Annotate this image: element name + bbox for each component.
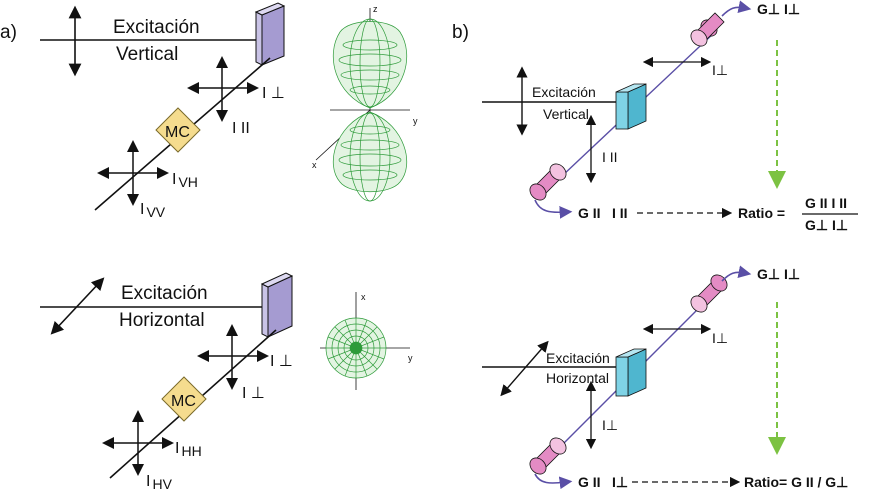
- emission-perp-label-2: I ⊥: [242, 385, 265, 402]
- bottom-detector-i: I⊥: [612, 474, 628, 490]
- sample-cuvette: [615, 83, 647, 130]
- bottom-detector-g: G II: [578, 205, 601, 221]
- panel-a-vertical: Excitación Vertical I ⊥ I II MC I VH I VV: [40, 2, 286, 220]
- x-axis-label: x: [361, 292, 366, 302]
- panel-b-horizontal: Excitación Horizontal G⊥ I⊥ I⊥ I⊥ G II I…: [482, 265, 848, 490]
- mc-label: MC: [165, 124, 190, 141]
- emission-par-label: I II: [232, 120, 250, 137]
- sample-cuvette: [260, 272, 294, 338]
- y-axis-label: y: [408, 353, 413, 363]
- polarization-label: Vertical: [116, 44, 178, 65]
- z-axis-label: z: [373, 4, 378, 14]
- polarization-label: Horizontal: [119, 310, 205, 331]
- bottom-detector-signal: [534, 199, 573, 219]
- panel-b-vertical: Excitación Vertical G⊥ I⊥ I⊥ I II G II: [482, 0, 858, 233]
- bottom-detector-signal: [534, 473, 573, 490]
- dipole-emission-pattern: z y x: [312, 4, 418, 202]
- panel-b-letter: b): [452, 22, 469, 43]
- x-axis-label: x: [312, 160, 317, 170]
- isotropic-emission-pattern: x y: [320, 292, 413, 390]
- detect-hh-label: I HH: [175, 440, 202, 459]
- emission-perp-label-1: I ⊥: [270, 353, 293, 370]
- detect-hv-label: I HV: [146, 473, 173, 492]
- excitation-label: Excitación: [546, 350, 610, 366]
- monochromator: MC: [161, 376, 207, 422]
- ratio-label: Ratio =: [738, 205, 785, 221]
- mc-label: MC: [171, 393, 196, 410]
- detector-bottom: [529, 163, 567, 201]
- excitation-label: Excitación: [532, 84, 596, 100]
- top-detector-signal: [721, 0, 752, 17]
- emission-perp-label: I ⊥: [262, 85, 285, 102]
- detector-bottom: [529, 437, 567, 475]
- excitation-label: Excitación: [113, 17, 200, 38]
- polarization-label: Horizontal: [546, 370, 609, 386]
- detector-top: [690, 274, 728, 313]
- polarization-label: Vertical: [543, 106, 589, 122]
- bottom-detector-g: G II: [578, 474, 601, 490]
- excitation-label: Excitación: [121, 283, 208, 304]
- ratio-label: Ratio= G II / G⊥: [744, 474, 848, 490]
- sample-cuvette: [254, 2, 286, 66]
- detect-vv-label: I VV: [140, 201, 166, 220]
- panel-a-horizontal: Excitación Horizontal I ⊥ I ⊥ MC I HH I HV: [40, 272, 294, 492]
- horizontal-polarization-arrow: [500, 340, 549, 397]
- top-detector-label: G⊥ I⊥: [757, 266, 800, 282]
- top-emission-label: I⊥: [712, 330, 728, 346]
- bottom-detector-i: I II: [612, 205, 628, 221]
- horizontal-polarization-arrow: [50, 277, 105, 335]
- top-emission-label: I⊥: [712, 62, 728, 78]
- detector-top: [690, 12, 725, 47]
- top-detector-signal: [721, 265, 752, 282]
- top-detector-label: G⊥ I⊥: [757, 1, 800, 17]
- detect-vh-label: I VH: [172, 171, 198, 190]
- ratio-numerator: G II I II: [805, 195, 847, 211]
- side-emission-label: I II: [602, 149, 618, 165]
- monochromator: MC: [155, 107, 201, 153]
- ratio-denominator: G⊥ I⊥: [805, 217, 848, 233]
- sample-cuvette: [615, 348, 647, 397]
- side-emission-label: I⊥: [602, 417, 618, 433]
- panel-a-letter: a): [0, 22, 17, 43]
- y-axis-label: y: [413, 116, 418, 126]
